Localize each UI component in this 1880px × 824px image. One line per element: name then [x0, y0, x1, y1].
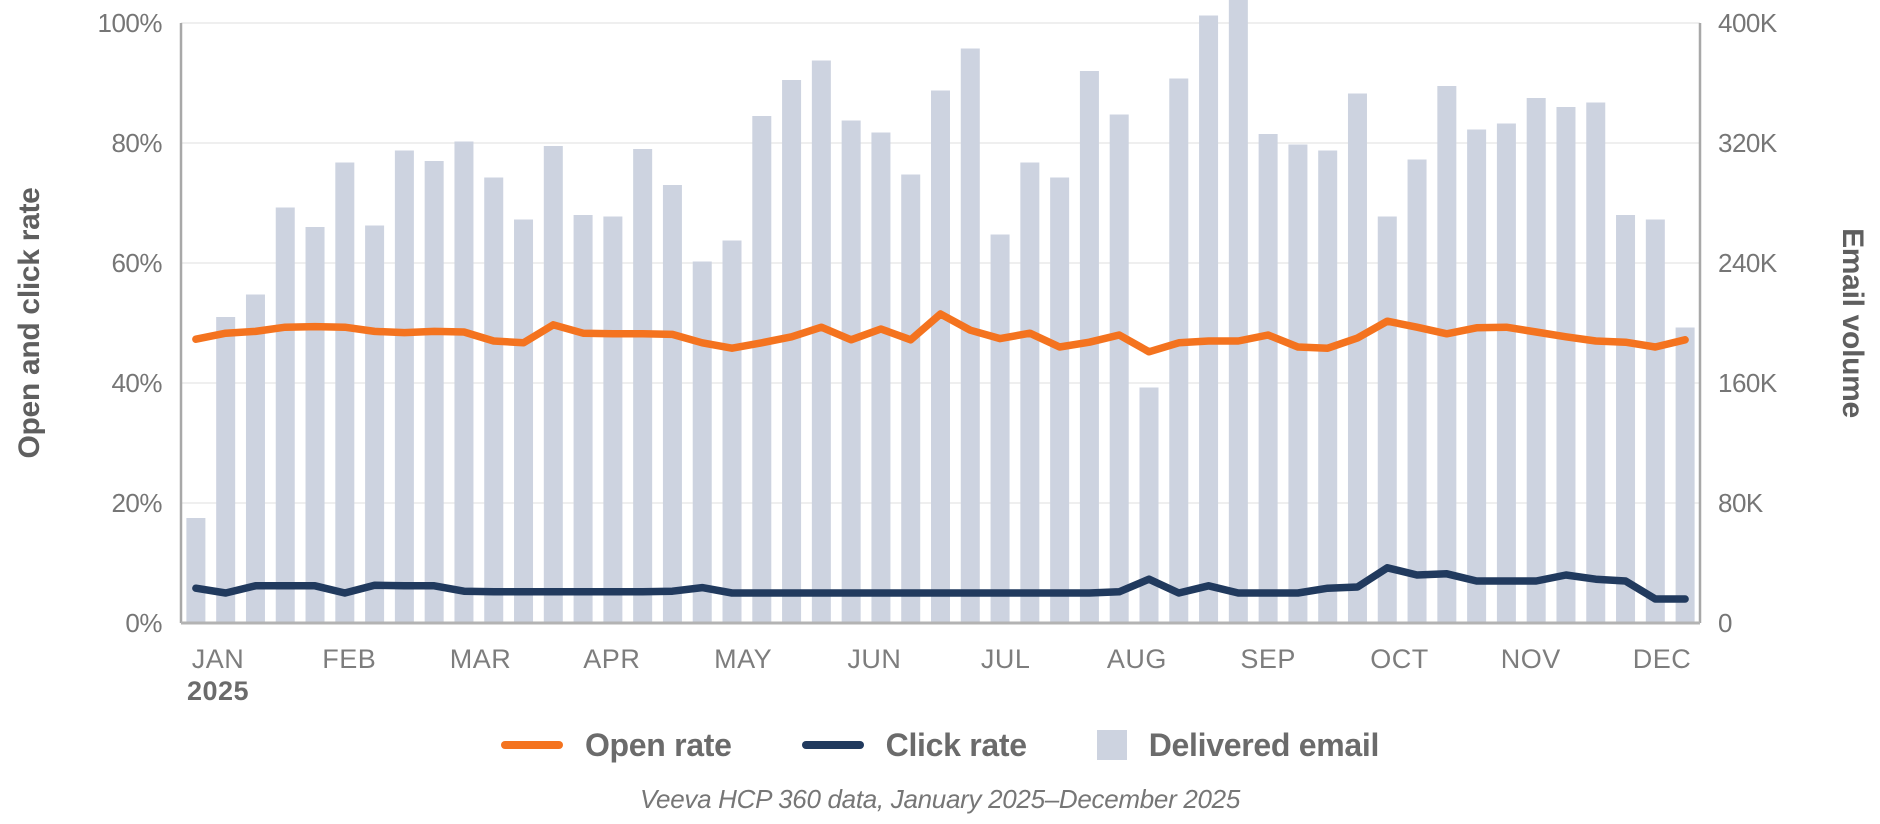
- svg-text:80K: 80K: [1718, 488, 1764, 518]
- right-axis-tick-labels: 0 80K 160K 240K 320K 400K: [1718, 8, 1778, 638]
- x-axis-year-label: 2025: [187, 676, 249, 706]
- bar-week-35: [1199, 15, 1219, 623]
- bar-week-37: [1258, 134, 1278, 623]
- bar-week-14: [573, 215, 593, 623]
- axis-lines: [179, 23, 1702, 625]
- bar-week-36: [1228, 0, 1248, 623]
- click-rate-line-swatch: [801, 741, 864, 749]
- delivered-email-swatch: [1096, 730, 1127, 760]
- legend-item-delivered-email: Delivered email: [1096, 726, 1380, 764]
- bar-week-20: [752, 116, 772, 623]
- bar-week-8: [394, 150, 414, 623]
- right-axis-title: Email volume: [1836, 228, 1869, 418]
- click-rate-line: [192, 564, 1689, 603]
- svg-text:MAY: MAY: [714, 644, 772, 674]
- bar-week-42: [1407, 159, 1427, 623]
- bar-week-31: [1079, 71, 1099, 623]
- svg-text:240K: 240K: [1718, 248, 1778, 278]
- x-axis-month-labels: JAN FEB MAR APR MAY JUN JUL AUG SEP OCT NOV DEC: [192, 644, 1692, 674]
- legend-label-open-rate: Open rate: [584, 726, 732, 763]
- svg-text:20%: 20%: [111, 488, 162, 518]
- bar-week-18: [692, 261, 712, 623]
- chart-caption: Veeva HCP 360 data, January 2025–Decembe…: [639, 784, 1240, 814]
- bar-week-48: [1586, 102, 1606, 623]
- svg-text:0%: 0%: [125, 608, 162, 638]
- bar-week-9: [424, 161, 444, 623]
- bar-week-43: [1437, 86, 1457, 623]
- bar-week-21: [782, 80, 802, 623]
- svg-text:APR: APR: [583, 644, 640, 674]
- bar-week-29: [1020, 162, 1040, 623]
- bar-week-27: [960, 48, 980, 623]
- bar-week-16: [633, 149, 653, 623]
- open-rate-line: [192, 310, 1689, 356]
- bar-week-32: [1109, 114, 1129, 623]
- svg-text:JUL: JUL: [981, 644, 1031, 674]
- chart-legend: Open rate Click rate Delivered email: [0, 722, 1880, 768]
- legend-label-delivered-email: Delivered email: [1148, 726, 1380, 763]
- bar-week-2: [216, 317, 236, 623]
- bar-week-45: [1496, 123, 1516, 623]
- svg-text:160K: 160K: [1718, 368, 1778, 398]
- open-rate-line-swatch: [500, 741, 563, 749]
- bar-week-49: [1616, 215, 1636, 623]
- svg-text:FEB: FEB: [322, 644, 376, 674]
- bar-week-13: [543, 146, 563, 623]
- bar-week-26: [931, 90, 950, 623]
- svg-text:40%: 40%: [111, 368, 162, 398]
- svg-text:80%: 80%: [111, 128, 162, 158]
- bar-week-34: [1169, 78, 1189, 623]
- svg-text:320K: 320K: [1718, 128, 1778, 158]
- bar-week-12: [514, 219, 534, 623]
- svg-text:0: 0: [1718, 608, 1732, 638]
- svg-text:OCT: OCT: [1370, 644, 1429, 674]
- bar-week-46: [1526, 98, 1546, 623]
- bar-week-5: [305, 227, 325, 623]
- bar-week-50: [1645, 219, 1665, 623]
- bar-week-39: [1318, 150, 1338, 623]
- bar-week-4: [275, 207, 295, 623]
- svg-text:JUN: JUN: [847, 644, 901, 674]
- bar-week-33: [1139, 387, 1159, 623]
- bar-week-10: [454, 141, 474, 623]
- legend-item-click-rate: Click rate: [801, 726, 1027, 764]
- bar-week-51: [1675, 327, 1695, 623]
- bar-week-44: [1467, 129, 1487, 623]
- bar-week-11: [484, 177, 504, 623]
- bar-week-38: [1288, 144, 1308, 623]
- svg-text:AUG: AUG: [1107, 644, 1167, 674]
- bar-week-41: [1377, 216, 1397, 623]
- bar-week-7: [365, 225, 385, 623]
- bar-week-15: [603, 216, 623, 623]
- svg-text:60%: 60%: [111, 248, 162, 278]
- svg-text:NOV: NOV: [1501, 644, 1561, 674]
- left-axis-tick-labels: 0% 20% 40% 60% 80% 100%: [98, 8, 163, 638]
- svg-text:SEP: SEP: [1240, 644, 1296, 674]
- bar-week-40: [1347, 93, 1367, 623]
- bar-week-6: [335, 162, 355, 623]
- bar-week-1: [186, 518, 206, 623]
- bar-week-25: [901, 174, 921, 623]
- bar-week-17: [662, 185, 682, 623]
- svg-text:JAN: JAN: [192, 644, 245, 674]
- bar-week-19: [722, 240, 742, 623]
- bar-week-30: [1050, 177, 1070, 623]
- bar-week-28: [990, 234, 1010, 623]
- svg-text:100%: 100%: [98, 8, 163, 38]
- bar-week-24: [871, 132, 891, 623]
- bar-week-3: [245, 294, 265, 623]
- left-axis-title: Open and click rate: [13, 187, 46, 459]
- legend-item-open-rate: Open rate: [500, 726, 732, 764]
- bar-week-47: [1556, 107, 1576, 623]
- bar-week-22: [811, 60, 831, 623]
- svg-text:400K: 400K: [1718, 8, 1778, 38]
- legend-label-click-rate: Click rate: [885, 726, 1027, 763]
- bar-week-23: [841, 120, 861, 623]
- svg-text:DEC: DEC: [1633, 644, 1692, 674]
- svg-text:MAR: MAR: [450, 644, 512, 674]
